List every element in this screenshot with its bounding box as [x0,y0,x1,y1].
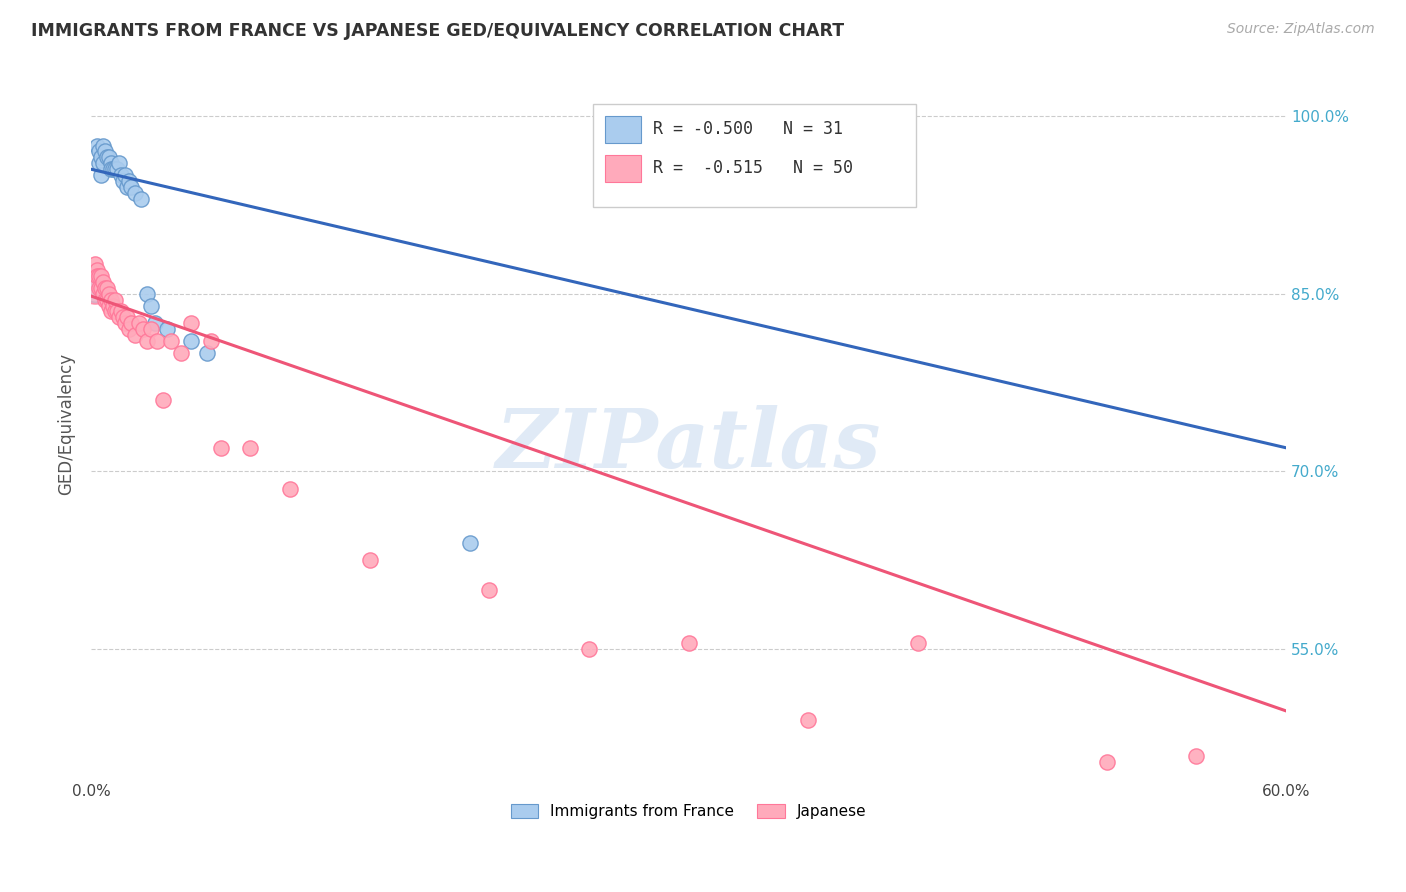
Point [96,281,118,295]
Point [120,316,142,330]
Point [200,334,222,348]
Point [678,636,700,650]
Point [90,268,112,283]
Point [104,293,127,307]
Point [359,553,381,567]
Point [129,192,152,206]
Point [180,316,202,330]
Point [170,346,193,360]
Point [478,582,501,597]
Point [111,310,134,325]
Y-axis label: GED/Equivalency: GED/Equivalency [58,353,75,495]
Point [108,156,131,170]
Point [124,328,146,343]
Point [143,316,166,330]
Point [135,286,157,301]
Point [84,281,107,295]
Point [90,150,112,164]
Point [124,186,146,200]
Point [146,334,169,348]
Point [98,286,121,301]
Point [91,156,114,170]
Point [195,346,218,360]
Point [94,293,117,307]
Text: ZIPatlas: ZIPatlas [496,405,882,485]
Point [98,150,121,164]
Point [86,138,108,153]
Point [152,393,174,408]
Point [105,304,128,318]
Point [104,162,127,177]
Point [139,299,162,313]
Point [100,304,122,318]
Point [91,138,114,153]
Point [94,281,117,295]
Point [110,304,132,318]
Point [278,482,301,496]
Point [87,145,110,159]
Point [120,180,142,194]
Point [135,334,157,348]
Point [101,299,124,313]
Text: R = -0.500   N = 31: R = -0.500 N = 31 [652,120,842,137]
Point [110,168,132,182]
Point [86,263,108,277]
Point [114,168,136,182]
Point [118,174,141,188]
Point [104,304,127,318]
Point [105,162,128,177]
Point [91,286,114,301]
Point [108,310,131,325]
Point [100,293,122,307]
Point [159,334,181,348]
Bar [605,116,641,144]
Point [84,257,107,271]
Point [797,714,820,728]
Point [180,334,202,348]
Point [100,156,122,170]
Point [578,642,600,657]
Point [96,150,118,164]
Point [96,293,118,307]
FancyBboxPatch shape [593,104,915,207]
Bar [605,155,641,182]
Point [87,156,110,170]
Point [907,636,929,650]
Point [1095,755,1118,769]
Point [856,109,879,123]
Point [86,268,108,283]
Legend: Immigrants from France, Japanese: Immigrants from France, Japanese [505,797,873,825]
Text: R =  -0.515   N = 50: R = -0.515 N = 50 [652,159,852,177]
Point [132,322,155,336]
Point [87,268,110,283]
Point [94,145,117,159]
Point [90,281,112,295]
Point [156,322,179,336]
Point [139,322,162,336]
Point [458,535,481,549]
Point [128,316,150,330]
Point [111,174,134,188]
Point [100,162,122,177]
Point [101,162,124,177]
Text: IMMIGRANTS FROM FRANCE VS JAPANESE GED/EQUIVALENCY CORRELATION CHART: IMMIGRANTS FROM FRANCE VS JAPANESE GED/E… [31,22,844,40]
Point [115,180,138,194]
Point [90,168,112,182]
Point [114,316,136,330]
Point [118,322,141,336]
Point [91,275,114,289]
Point [209,441,232,455]
Text: Source: ZipAtlas.com: Source: ZipAtlas.com [1227,22,1375,37]
Point [239,441,262,455]
Point [84,281,107,295]
Point [115,310,138,325]
Point [87,281,110,295]
Point [98,299,121,313]
Point [1185,748,1208,763]
